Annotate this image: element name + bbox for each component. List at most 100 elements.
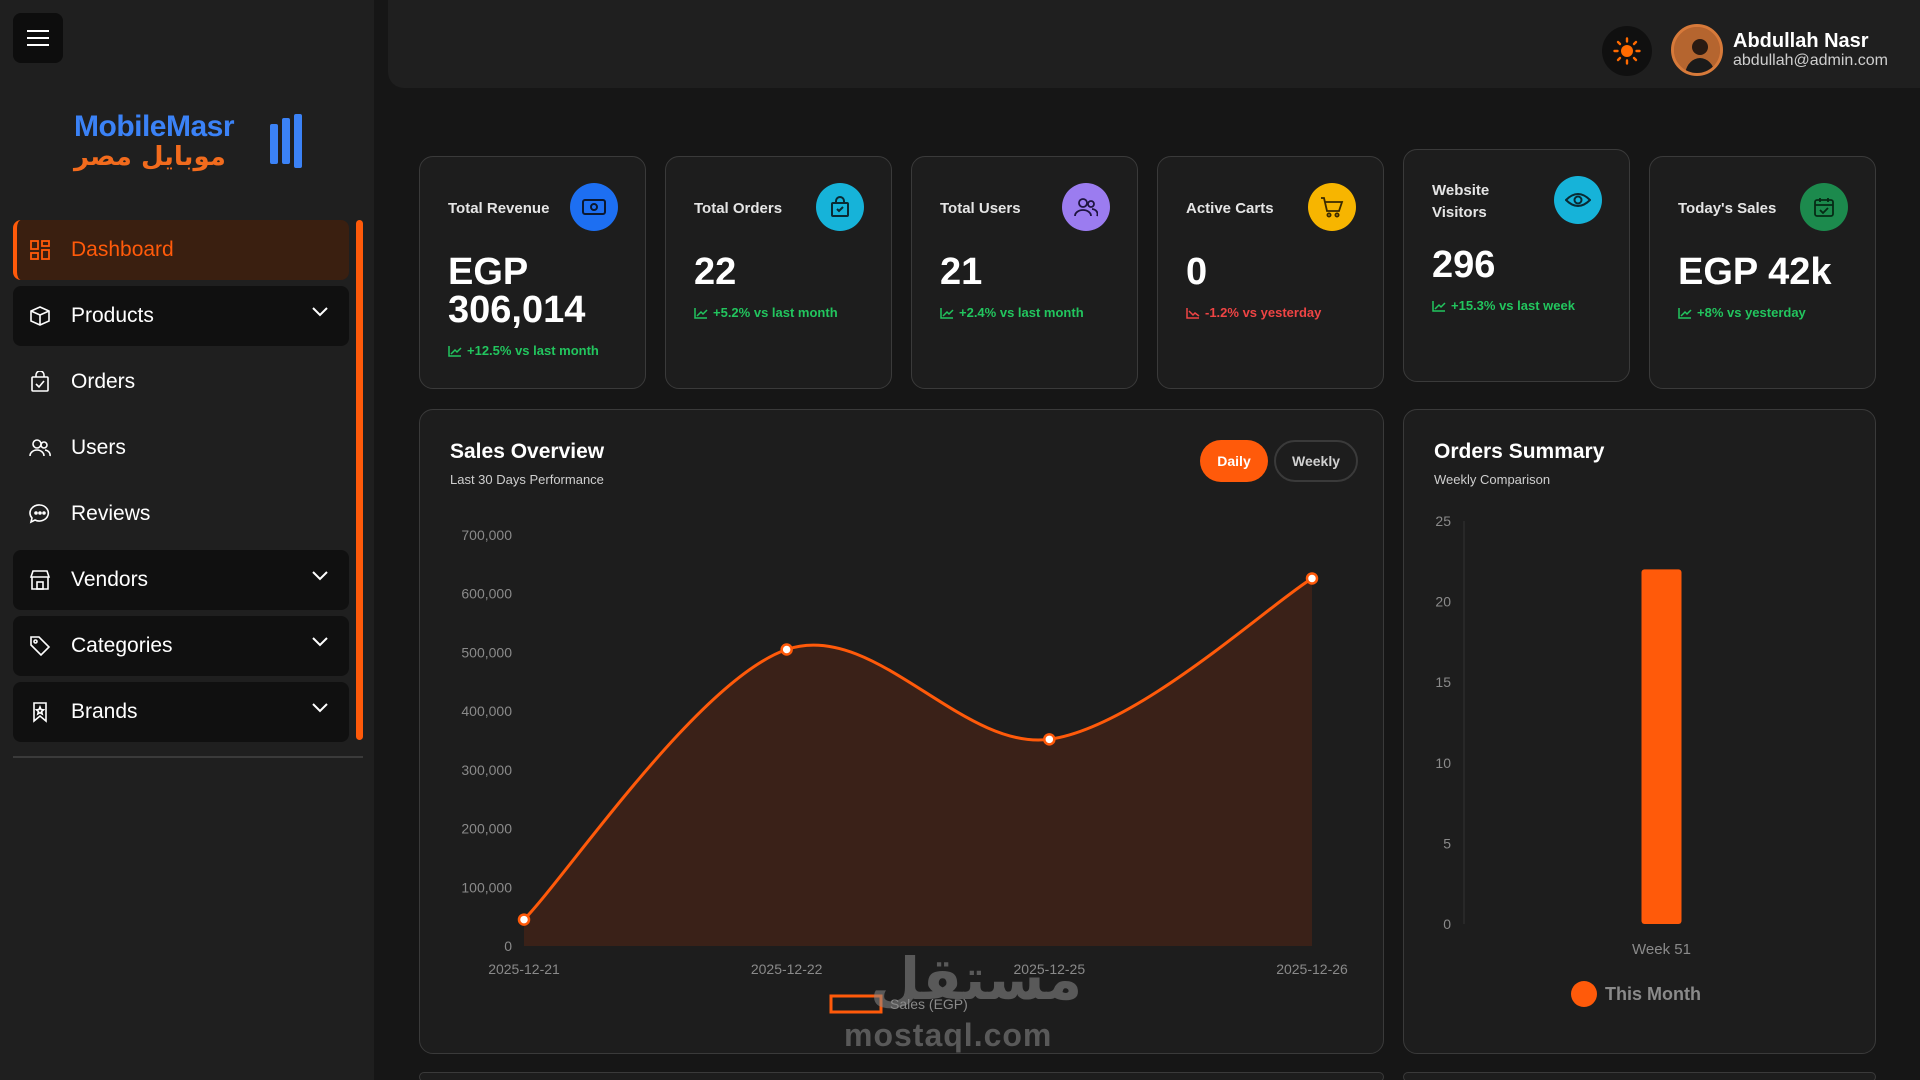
chat-icon <box>29 503 51 525</box>
hamburger-menu-button[interactable] <box>13 13 63 63</box>
chevron-down-icon <box>312 637 328 647</box>
users-icon <box>1062 183 1110 231</box>
tag-icon <box>29 635 51 657</box>
bookmark-icon <box>29 701 51 723</box>
stat-trend-text: +2.4% vs last month <box>959 305 1084 320</box>
stat-value: 0 <box>1186 251 1208 293</box>
sidebar: MobileMasr موبايل مصر Dashboard Products… <box>0 0 374 1080</box>
brand-logo[interactable]: MobileMasr موبايل مصر <box>74 108 304 172</box>
sales-area-fill <box>524 578 1312 946</box>
user-name[interactable]: Abdullah Nasr <box>1733 30 1869 52</box>
daily-toggle-button[interactable]: Daily <box>1200 440 1268 482</box>
panel-title: Sales Overview <box>450 440 605 463</box>
next-panel-edge <box>1403 1072 1876 1080</box>
trend-up-icon <box>448 345 462 357</box>
top-bar <box>388 0 1920 88</box>
sidebar-scrollbar[interactable] <box>356 220 363 740</box>
trend-up-icon <box>1432 300 1446 312</box>
sales-data-point <box>1043 733 1056 746</box>
y-tick-label: 100,000 <box>461 879 512 895</box>
stat-title: Total Orders <box>694 200 783 217</box>
orders-bar-chart: 0 5 10 15 20 25 Week 51 This Month <box>1435 513 1701 1007</box>
sidebar-item-label: Categories <box>71 634 173 657</box>
sidebar-item-label: Reviews <box>71 502 151 525</box>
y-tick-label: 25 <box>1435 513 1451 529</box>
y-tick-label: 300,000 <box>461 762 512 778</box>
y-tick-label: 200,000 <box>461 821 512 837</box>
next-panel-edge <box>419 1072 1384 1080</box>
legend-label: This Month <box>1605 984 1701 1004</box>
y-tick-label: 0 <box>504 938 512 954</box>
sidebar-item-categories[interactable]: Categories <box>13 616 349 676</box>
avatar[interactable] <box>1671 24 1723 76</box>
stat-trend: +5.2% vs last month <box>694 305 838 320</box>
stat-trend-text: -1.2% vs yesterday <box>1205 305 1322 320</box>
sales-overview-panel: Sales Overview Last 30 Days Performance … <box>419 409 1384 1054</box>
sidebar-item-users[interactable]: Users <box>13 418 349 478</box>
stat-trend: +12.5% vs last month <box>448 343 599 358</box>
sales-data-point <box>517 913 531 926</box>
shopping-bag-icon <box>816 183 864 231</box>
sales-area-chart: 0 100,000 200,000 300,000 400,000 500,000 600,… <box>461 527 1348 1014</box>
legend-swatch <box>829 994 883 1014</box>
y-tick-label: 500,000 <box>461 644 512 660</box>
grid-icon <box>29 239 51 261</box>
sidebar-item-vendors[interactable]: Vendors <box>13 550 349 610</box>
stat-trend: +2.4% vs last month <box>940 305 1084 320</box>
stat-value: 306,014 <box>448 289 586 331</box>
y-tick-label: 20 <box>1435 594 1451 610</box>
sidebar-item-brands[interactable]: Brands <box>13 682 349 742</box>
sales-series-line <box>522 577 1313 921</box>
orders-summary-panel: Orders Summary Weekly Comparison 0 5 10 15 2… <box>1403 409 1876 1054</box>
weekly-toggle-button[interactable]: Weekly <box>1274 440 1358 482</box>
sidebar-item-label: Users <box>71 436 126 459</box>
legend-label: Sales (EGP) <box>890 996 968 1012</box>
legend-swatch <box>1571 981 1597 1007</box>
sidebar-divider <box>13 756 363 758</box>
sidebar-item-label: Brands <box>71 700 138 723</box>
stat-title: Website <box>1432 182 1490 199</box>
sidebar-item-dashboard[interactable]: Dashboard <box>13 220 349 280</box>
brand-name-ar: موبايل مصر <box>74 142 226 172</box>
stat-value: 21 <box>940 251 983 293</box>
y-tick-label: 600,000 <box>461 586 512 602</box>
stat-title: Total Revenue <box>448 200 550 217</box>
trend-up-icon <box>940 307 954 319</box>
x-tick-label: 2025-12-21 <box>488 961 560 977</box>
calendar-check-icon <box>1800 183 1848 231</box>
brand-name-en: MobileMasr <box>74 110 235 143</box>
stat-value: 296 <box>1432 244 1496 286</box>
stat-title: Visitors <box>1432 204 1487 221</box>
x-tick-label: 2025-12-26 <box>1276 961 1348 977</box>
user-email: abdullah@admin.com <box>1733 52 1888 69</box>
panel-title: Orders Summary <box>1434 440 1605 463</box>
y-tick-label: 5 <box>1443 835 1451 851</box>
stat-trend: -1.2% vs yesterday <box>1186 305 1321 320</box>
box-icon <box>29 305 51 327</box>
chevron-down-icon <box>312 703 328 713</box>
x-tick-label: 2025-12-22 <box>751 961 823 977</box>
stat-card-total-revenue: Total Revenue EGP 306,014 +12.5% vs last… <box>419 156 646 389</box>
trend-down-icon <box>1186 307 1200 319</box>
stat-trend-text: +8% vs yesterday <box>1697 305 1806 320</box>
sun-icon <box>1613 37 1641 65</box>
sidebar-item-products[interactable]: Products <box>13 286 349 346</box>
theme-toggle-button[interactable] <box>1602 26 1652 76</box>
cart-icon <box>1308 183 1356 231</box>
stat-trend-text: +5.2% vs last month <box>713 305 838 320</box>
sidebar-item-label: Dashboard <box>71 238 174 261</box>
trend-up-icon <box>1678 307 1692 319</box>
y-tick-label: 700,000 <box>461 527 512 543</box>
y-tick-label: 0 <box>1443 916 1451 932</box>
y-tick-label: 10 <box>1435 755 1451 771</box>
x-tick-label: Week 51 <box>1632 941 1691 958</box>
chevron-down-icon <box>312 571 328 581</box>
y-tick-label: 15 <box>1435 674 1451 690</box>
stat-trend-text: +15.3% vs last week <box>1451 298 1575 313</box>
stat-card-todays-sales: Today's Sales EGP 42k +8% vs yesterday <box>1649 156 1876 389</box>
store-icon <box>29 569 51 591</box>
sidebar-item-reviews[interactable]: Reviews <box>13 484 349 544</box>
chevron-down-icon <box>312 307 328 317</box>
sidebar-item-orders[interactable]: Orders <box>13 352 349 412</box>
stat-trend: +15.3% vs last week <box>1432 298 1575 313</box>
